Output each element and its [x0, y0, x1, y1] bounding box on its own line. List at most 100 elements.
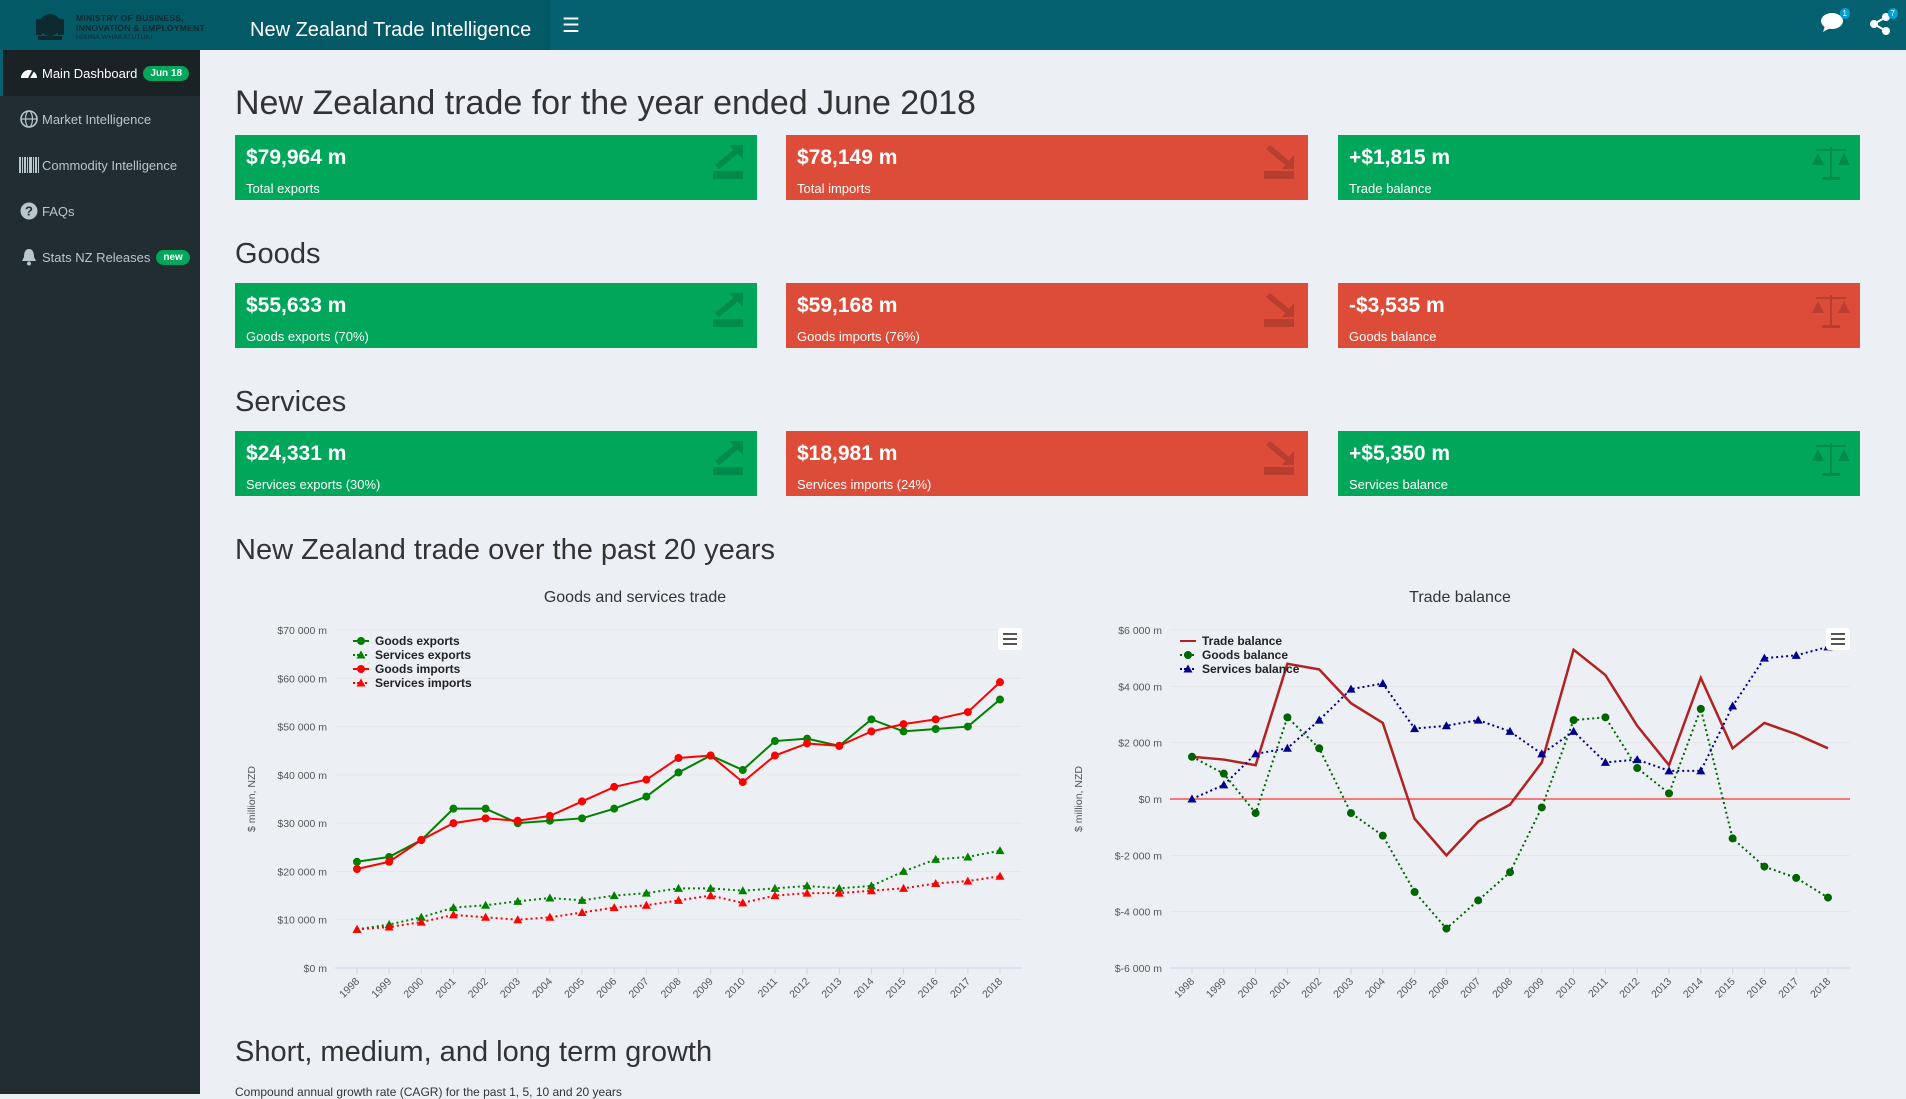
sidebar-item-label: Main Dashboard	[42, 65, 138, 81]
data-point	[1505, 726, 1515, 735]
x-tick-label: 2009	[1522, 976, 1547, 1001]
chart-menu-icon[interactable]	[998, 628, 1022, 650]
data-point	[1188, 752, 1196, 761]
import-icon	[1260, 437, 1298, 481]
balance-scale-icon	[1812, 289, 1850, 333]
comment-icon[interactable]: 1	[1820, 8, 1850, 38]
legend-label[interactable]: Goods balance	[1202, 648, 1288, 662]
app-title[interactable]: New Zealand Trade Intelligence	[250, 19, 532, 41]
legend-label[interactable]: Services balance	[1202, 662, 1300, 676]
x-tick-label: 2015	[1713, 976, 1738, 1001]
data-point	[866, 886, 876, 895]
series-line	[1191, 705, 1829, 930]
y-tick-label: $-4 000 m	[1115, 907, 1163, 919]
legend-label[interactable]: Trade balance	[1202, 634, 1282, 648]
data-point	[899, 720, 908, 729]
x-tick-label: 2016	[916, 976, 941, 1001]
data-point	[1824, 893, 1832, 902]
x-tick-label: 2017	[1776, 976, 1801, 1001]
x-tick-label: 2005	[562, 976, 587, 1001]
legend-label[interactable]: Services imports	[375, 676, 472, 690]
series-services-imports	[352, 871, 1005, 933]
x-tick-label: 2012	[1617, 976, 1642, 1001]
x-tick-label: 2008	[1490, 976, 1515, 1001]
sidebar-item-commodity-intelligence[interactable]: Commodity Intelligence	[0, 142, 200, 188]
x-tick-label: 2006	[1427, 976, 1452, 1001]
x-tick-label: 1999	[1204, 976, 1229, 1001]
data-point	[1219, 780, 1229, 789]
x-tick-label: 2018	[1808, 976, 1833, 1001]
data-point	[1696, 766, 1706, 775]
x-tick-label: 2007	[626, 976, 651, 1001]
series-goods-imports	[353, 678, 1004, 874]
box-value: $18,981 m	[797, 442, 898, 465]
data-point	[481, 814, 490, 823]
data-point	[545, 893, 555, 902]
dashboard-icon	[18, 64, 40, 82]
share-badge: 7	[1887, 8, 1898, 19]
box-label: Total imports	[797, 181, 871, 196]
data-point	[674, 895, 683, 904]
y-tick-label: $20 000 m	[277, 866, 327, 878]
legend-label[interactable]: Goods exports	[375, 634, 460, 648]
box-label: Services imports (24%)	[797, 477, 932, 492]
y-tick-label: $6 000 m	[1118, 625, 1162, 637]
sidebar-badge: Jun 18	[143, 65, 190, 81]
top-navbar: MINISTRY OF BUSINESS, INNOVATION & EMPLO…	[0, 0, 1906, 50]
x-tick-label: 2011	[756, 976, 781, 1001]
legend-label[interactable]: Services exports	[375, 648, 471, 662]
sidebar-item-stats-nz-releases[interactable]: Stats NZ Releases new	[0, 234, 200, 280]
balance-scale-icon	[1812, 437, 1850, 481]
mbie-crest-icon	[36, 14, 64, 40]
sidebar-item-main-dashboard[interactable]: Main Dashboard Jun 18	[0, 50, 200, 96]
data-point	[867, 727, 876, 736]
box-label: Services exports (30%)	[246, 477, 381, 492]
data-point	[1601, 713, 1610, 722]
legend-marker	[1184, 651, 1192, 659]
services-heading: Services	[235, 386, 347, 418]
total-imports-box: $78,149 m Total imports	[786, 135, 1308, 200]
sidebar-item-market-intelligence[interactable]: Market Intelligence	[0, 96, 200, 142]
x-tick-label: 2014	[852, 976, 877, 1001]
x-tick-label: 2000	[401, 976, 426, 1001]
sidebar-item-faqs[interactable]: ? FAQs	[0, 188, 200, 234]
y-tick-label: $4 000 m	[1118, 681, 1162, 693]
chart-title-trade: Goods and services trade	[543, 589, 727, 606]
data-point	[353, 865, 361, 874]
svg-text:?: ?	[25, 204, 33, 219]
y-tick-label: $30 000 m	[277, 818, 327, 830]
box-label: Trade balance	[1349, 181, 1432, 196]
data-point	[1759, 653, 1769, 662]
x-tick-label: 1999	[369, 976, 394, 1001]
balance-scale-icon	[1812, 141, 1850, 185]
chart-menu-icon[interactable]	[1826, 628, 1850, 650]
x-tick-label: 1998	[337, 976, 362, 1001]
sidebar-item-label: FAQs	[42, 203, 75, 219]
trade-line-chart: $0 m $10 000 m $20 000 m $30 000 m $40 000 m…	[246, 625, 1022, 1001]
data-point	[995, 846, 1005, 855]
data-point	[1378, 679, 1388, 688]
x-tick-label: 2010	[723, 976, 748, 1001]
x-tick-label: 2000	[1236, 976, 1261, 1001]
x-tick-label: 2018	[980, 976, 1005, 1001]
data-point	[513, 915, 523, 924]
menu-toggle-icon[interactable]: ☰	[562, 15, 580, 37]
trend-heading: New Zealand trade over the past 20 years	[235, 534, 776, 566]
data-point	[802, 888, 812, 897]
barcode-icon	[18, 156, 40, 174]
legend-marker	[356, 650, 366, 659]
data-point	[931, 715, 940, 724]
data-point	[1347, 809, 1355, 818]
data-point	[1314, 715, 1324, 724]
sidebar-item-label: Stats NZ Releases	[42, 249, 151, 265]
data-point	[1474, 896, 1483, 905]
data-point	[1600, 757, 1610, 766]
legend-label[interactable]: Goods imports	[375, 662, 461, 676]
box-value: +$5,350 m	[1349, 442, 1451, 465]
data-point	[545, 811, 554, 820]
bell-icon	[18, 248, 40, 266]
share-icon[interactable]: 7	[1868, 8, 1898, 38]
x-tick-label: 1998	[1172, 976, 1197, 1001]
sidebar-item-label: Market Intelligence	[42, 111, 152, 127]
logo-area: MINISTRY OF BUSINESS, INNOVATION & EMPLO…	[0, 0, 550, 50]
